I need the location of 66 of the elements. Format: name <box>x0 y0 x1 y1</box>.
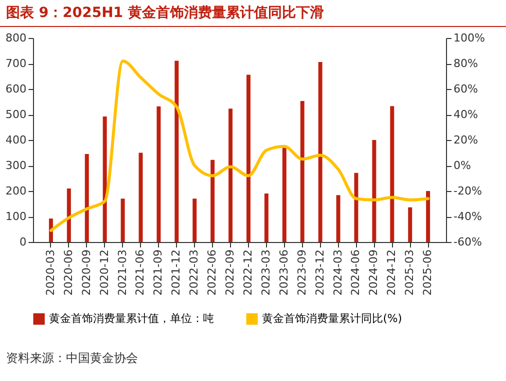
x-tick-label: 2024-09 <box>367 250 380 296</box>
x-tick-label: 2020-12 <box>98 250 111 296</box>
bar <box>210 160 215 242</box>
bar <box>102 116 107 242</box>
bar <box>66 188 71 242</box>
bar <box>390 106 394 242</box>
y2-tick-label: 20% <box>454 134 478 146</box>
bar <box>372 140 376 242</box>
y-tick-label: 500 <box>6 108 26 121</box>
x-tick-label: 2023-03 <box>259 250 272 296</box>
bar <box>408 207 412 242</box>
text: 资料来源：中国黄金协会 <box>5 350 139 367</box>
x-tick-label: 2023-09 <box>295 250 308 296</box>
bar <box>120 198 125 242</box>
y2-tick-label: 40% <box>454 108 478 121</box>
y2-tick-label: 60% <box>454 82 478 96</box>
bar <box>246 74 250 242</box>
bar <box>264 194 268 242</box>
y2-tick-label: 100% <box>454 32 485 44</box>
y-tick-label: 800 <box>6 32 26 44</box>
x-tick-label: 2025-06 <box>421 250 434 296</box>
y2-tick-label: 80% <box>454 57 478 70</box>
bar <box>336 195 340 242</box>
x-tick-label: 2021-03 <box>116 250 129 296</box>
x-tick-label: 2022-09 <box>224 250 237 296</box>
y-tick-label: 200 <box>6 184 26 198</box>
bar <box>300 100 304 242</box>
x-tick-label: 2025-03 <box>403 250 416 296</box>
line-series <box>49 59 430 232</box>
x-tick-label: 2021-09 <box>152 250 165 296</box>
y2-tick-label: -40% <box>454 210 482 223</box>
bar <box>192 198 197 242</box>
x-tick-label: 2022-06 <box>206 250 219 296</box>
x-tick-label: 2022-12 <box>241 250 254 296</box>
bar <box>282 148 286 242</box>
y-tick-label: 100 <box>6 210 26 223</box>
y-tick-label: 700 <box>6 57 26 70</box>
legend-label: 黄金首饰消费量累计同比(%) <box>262 312 402 325</box>
x-tick-label: 2020-09 <box>80 250 93 296</box>
x-tick-label: 2021-06 <box>134 250 147 296</box>
y-tick-label: 600 <box>6 82 26 96</box>
bar <box>174 60 179 242</box>
x-tick-label: 2020-03 <box>44 250 57 296</box>
bar <box>156 106 161 242</box>
x-tick-label: 2024-12 <box>385 250 398 296</box>
y2-tick-label: -60% <box>454 236 482 248</box>
x-tick-label: 2022-03 <box>188 250 201 296</box>
y-tick-label: 400 <box>6 134 26 146</box>
bar <box>228 108 233 242</box>
legend-label: 黄金首饰消费量累计值，单位：吨 <box>49 312 214 325</box>
y-tick-label: 0 <box>20 236 26 248</box>
x-tick-label: 2023-12 <box>313 250 326 296</box>
bar <box>426 191 430 242</box>
bar <box>138 152 143 242</box>
y2-tick-label: 0% <box>454 159 471 172</box>
bar <box>354 172 358 242</box>
x-tick-label: 2024-06 <box>349 250 362 296</box>
y-tick-label: 300 <box>6 159 26 172</box>
bar <box>84 154 89 242</box>
x-tick-label: 2023-06 <box>277 250 290 296</box>
x-tick-label: 2021-12 <box>170 250 183 296</box>
bar <box>318 62 322 242</box>
chart-title: 图表 9：2025H1 黄金首饰消费量累计值同比下滑 <box>0 0 506 27</box>
x-tick-label: 2024-03 <box>331 250 344 296</box>
x-tick-label: 2020-06 <box>62 250 75 296</box>
y2-tick-label: -20% <box>454 184 482 198</box>
